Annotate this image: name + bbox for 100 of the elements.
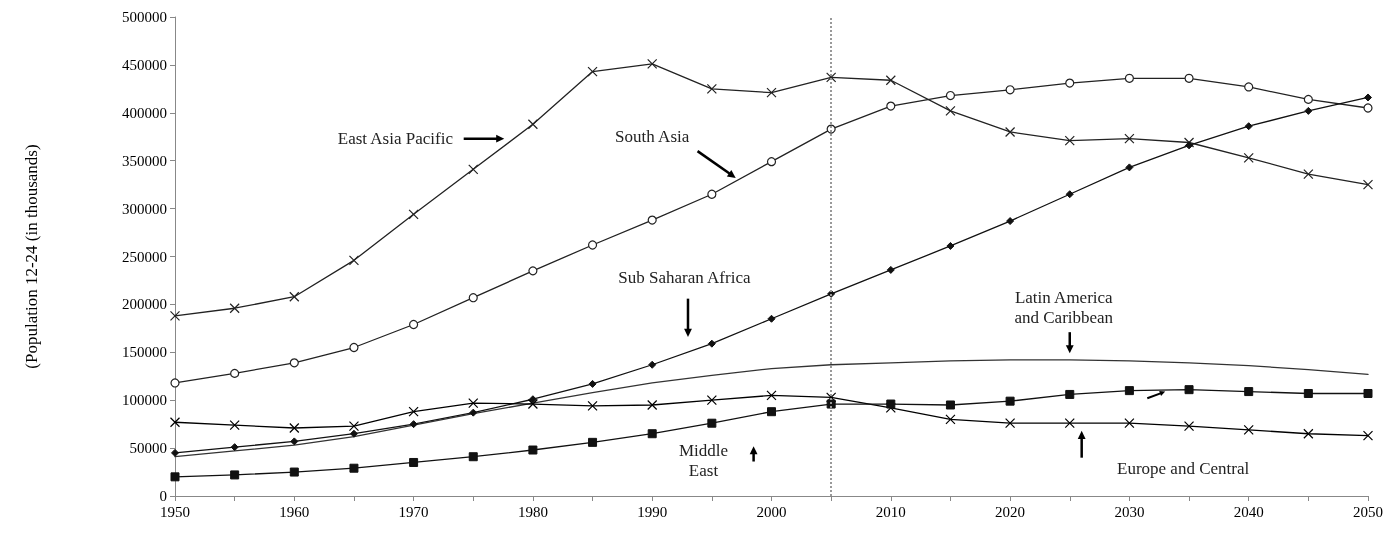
point [1183, 420, 1195, 432]
point [707, 418, 717, 428]
point [587, 240, 598, 250]
point [1362, 179, 1374, 190]
point [169, 310, 181, 321]
point [1065, 190, 1074, 199]
point [468, 293, 478, 303]
point [587, 66, 598, 77]
y-tick-label: 500000 [122, 9, 167, 25]
point [1244, 387, 1254, 397]
x-tick-label: 2050 [1353, 503, 1383, 520]
point [409, 319, 419, 330]
point [1362, 430, 1374, 441]
point [1303, 428, 1314, 439]
point [767, 314, 776, 323]
point [946, 241, 955, 250]
x-tick-label: 1970 [398, 503, 429, 520]
point [1065, 78, 1075, 88]
annotation: Sub Saharan Africa [618, 268, 751, 288]
y-tick-label: 100000 [122, 392, 167, 409]
point [1124, 73, 1134, 83]
point [408, 406, 419, 417]
point [647, 399, 658, 411]
point [349, 342, 359, 353]
point [945, 105, 956, 116]
point [706, 83, 717, 94]
point [230, 443, 239, 452]
point [289, 291, 300, 302]
point [289, 358, 299, 368]
point [469, 408, 478, 417]
point [289, 422, 300, 434]
point [1184, 385, 1194, 395]
point [945, 90, 956, 101]
y-tick-label: 200000 [122, 296, 167, 313]
point [1005, 396, 1015, 406]
point [230, 470, 240, 480]
point [1064, 418, 1075, 429]
point [171, 448, 179, 457]
y-tick-label: 300000 [122, 200, 167, 217]
point [468, 452, 478, 462]
x-tick-label: 1980 [517, 503, 548, 520]
y-tick-label: 250000 [122, 248, 167, 265]
y-tick-label: 0 [159, 488, 167, 504]
annotation: East Asia Pacific [337, 129, 454, 149]
point [1005, 85, 1015, 95]
annotation: South Asia [615, 127, 690, 147]
point [1184, 73, 1194, 83]
point [706, 395, 717, 406]
y-tick-label: 50000 [129, 440, 167, 457]
point [468, 164, 479, 175]
point [886, 265, 895, 274]
point [169, 417, 181, 428]
point [409, 420, 418, 429]
point [1243, 424, 1254, 435]
point [1005, 418, 1016, 429]
point [766, 87, 777, 98]
point [826, 392, 837, 403]
point [290, 437, 299, 446]
point [1364, 93, 1372, 102]
point [648, 360, 657, 369]
point [707, 339, 716, 348]
point [886, 399, 896, 409]
point [767, 407, 776, 417]
point [1006, 217, 1015, 226]
point [1185, 141, 1194, 150]
point [528, 395, 537, 404]
point [647, 429, 657, 439]
annotation: Middle East [678, 441, 729, 481]
point [230, 368, 240, 378]
y-tick-label: 350000 [122, 152, 167, 169]
point [588, 379, 597, 388]
point [1304, 106, 1313, 115]
x-tick-label: 2030 [1114, 503, 1145, 520]
point [229, 303, 240, 314]
point [1243, 152, 1254, 163]
point [588, 437, 598, 447]
y-axis-title: (Population 12-24 (in thousands) [22, 144, 41, 369]
point [468, 397, 479, 409]
annotation: Latin America and Caribbean [1014, 287, 1114, 327]
point [826, 72, 837, 83]
point [170, 472, 180, 482]
point [1244, 122, 1253, 131]
point [528, 266, 538, 276]
x-tick-label: 1990 [637, 503, 668, 520]
point [1125, 163, 1134, 172]
point [766, 390, 777, 401]
y-tick-label: 400000 [122, 104, 167, 121]
point [1005, 126, 1016, 138]
point [945, 400, 955, 410]
point [527, 119, 538, 130]
point [349, 463, 359, 473]
point [409, 457, 419, 467]
point [528, 445, 538, 455]
point [647, 215, 657, 225]
point [885, 75, 896, 86]
point [1303, 94, 1313, 104]
point [289, 467, 299, 477]
y-tick-label: 450000 [122, 56, 167, 73]
x-tick-label: 2000 [756, 503, 787, 520]
point [1303, 388, 1313, 398]
